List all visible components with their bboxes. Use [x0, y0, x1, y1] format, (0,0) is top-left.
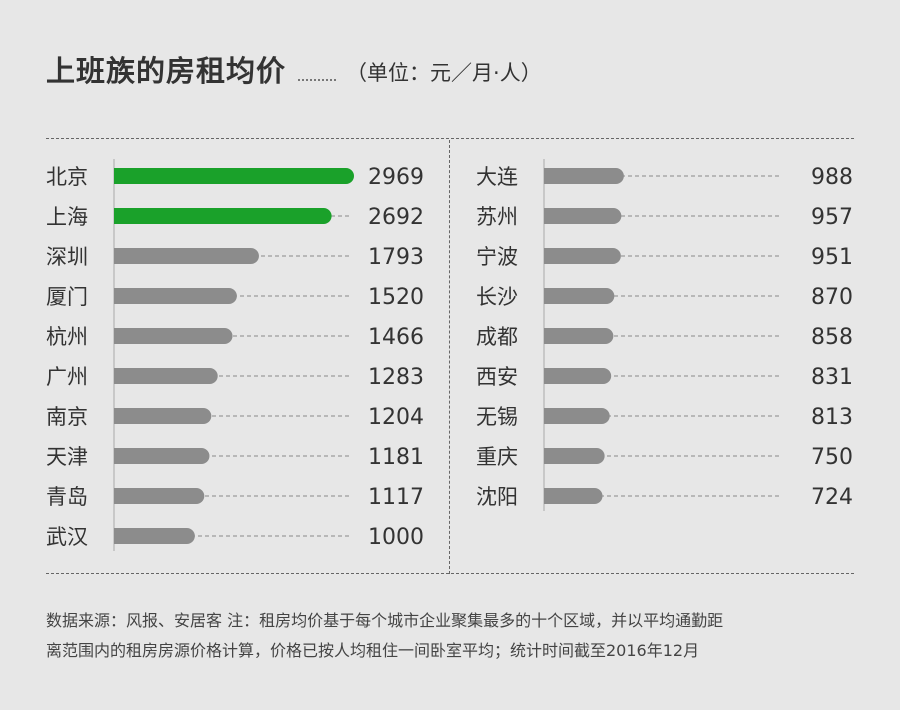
category-label: 广州 — [46, 365, 88, 389]
bar — [114, 248, 259, 264]
bar-base — [114, 208, 122, 224]
value-label: 750 — [811, 445, 853, 470]
category-label: 沈阳 — [476, 485, 518, 509]
bar-base — [114, 248, 122, 264]
bar — [114, 528, 195, 544]
bar-base — [544, 208, 552, 224]
value-label: 1466 — [368, 325, 424, 350]
bar — [544, 288, 615, 304]
value-label: 724 — [811, 485, 853, 510]
category-label: 长沙 — [476, 285, 518, 309]
category-label: 北京 — [46, 165, 88, 189]
bar-base — [114, 168, 122, 184]
category-label: 大连 — [476, 165, 518, 189]
bar — [114, 208, 332, 224]
chart-title: 上班族的房租均价 — [46, 54, 287, 88]
bar-base — [544, 488, 552, 504]
bar — [544, 448, 605, 464]
value-label: 858 — [811, 325, 853, 350]
category-label: 上海 — [46, 205, 88, 229]
category-label: 成都 — [476, 325, 518, 349]
bar — [544, 408, 610, 424]
bar-base — [114, 328, 122, 344]
category-label: 深圳 — [46, 245, 88, 269]
bar — [544, 208, 622, 224]
bar — [544, 248, 621, 264]
bar — [544, 368, 612, 384]
bar-chart: 北京 2969 上海 2692 深圳 1793 厦门 1520 杭州 1466 广州 1283 南京 12… — [46, 159, 853, 551]
category-label: 南京 — [46, 405, 88, 429]
value-label: 870 — [811, 285, 853, 310]
bar-base — [114, 368, 122, 384]
footer-note: 数据来源：风报、安居客 注：租房均价基于每个城市企业聚集最多的十个区域，并以平均… — [46, 606, 861, 666]
bar-base — [544, 408, 552, 424]
category-label: 天津 — [46, 445, 88, 469]
value-label: 951 — [811, 245, 853, 270]
bar — [114, 408, 212, 424]
category-label: 苏州 — [476, 205, 518, 229]
value-label: 988 — [811, 165, 853, 190]
bottom-divider — [46, 573, 854, 574]
value-label: 1204 — [368, 405, 424, 430]
bar-base — [114, 288, 122, 304]
value-label: 1793 — [368, 245, 424, 270]
chart-unit: （单位：元／月·人） — [346, 61, 542, 85]
bar — [114, 168, 354, 184]
bar — [544, 328, 614, 344]
category-label: 武汉 — [46, 525, 88, 549]
bar-base — [544, 168, 552, 184]
chart-header: 上班族的房租均价 （单位：元／月·人） — [46, 46, 542, 90]
bar — [114, 328, 233, 344]
footer-line-2: 离范围内的租房房源价格计算，价格已按人均租住一间卧室平均；统计时间截至2016年… — [46, 641, 700, 660]
bar-base — [114, 448, 122, 464]
bar — [114, 368, 218, 384]
category-label: 西安 — [476, 365, 518, 389]
bar — [114, 448, 210, 464]
bar-base — [544, 448, 552, 464]
category-label: 重庆 — [476, 445, 518, 469]
bar-base — [544, 328, 552, 344]
value-label: 1283 — [368, 365, 424, 390]
category-label: 宁波 — [476, 245, 518, 269]
bar — [114, 288, 237, 304]
value-label: 957 — [811, 205, 853, 230]
bar — [544, 168, 624, 184]
footer-line-1: 数据来源：风报、安居客 注：租房均价基于每个城市企业聚集最多的十个区域，并以平均… — [46, 611, 724, 630]
title-dotted-leader — [298, 79, 337, 81]
value-label: 813 — [811, 405, 853, 430]
value-label: 831 — [811, 365, 853, 390]
top-divider — [46, 138, 854, 139]
bar-base — [114, 408, 122, 424]
bar — [114, 488, 205, 504]
value-label: 1117 — [368, 485, 424, 510]
value-label: 2692 — [368, 205, 424, 230]
bar-base — [544, 288, 552, 304]
category-label: 厦门 — [46, 285, 88, 309]
value-label: 1000 — [368, 525, 424, 550]
category-label: 无锡 — [476, 405, 518, 429]
value-label: 1181 — [368, 445, 424, 470]
value-label: 2969 — [368, 165, 424, 190]
bar-base — [114, 488, 122, 504]
bar — [544, 488, 603, 504]
bar-base — [114, 528, 122, 544]
bar-base — [544, 248, 552, 264]
category-label: 杭州 — [46, 325, 88, 349]
bar-base — [544, 368, 552, 384]
value-label: 1520 — [368, 285, 424, 310]
center-divider — [449, 140, 450, 574]
category-label: 青岛 — [46, 485, 88, 509]
